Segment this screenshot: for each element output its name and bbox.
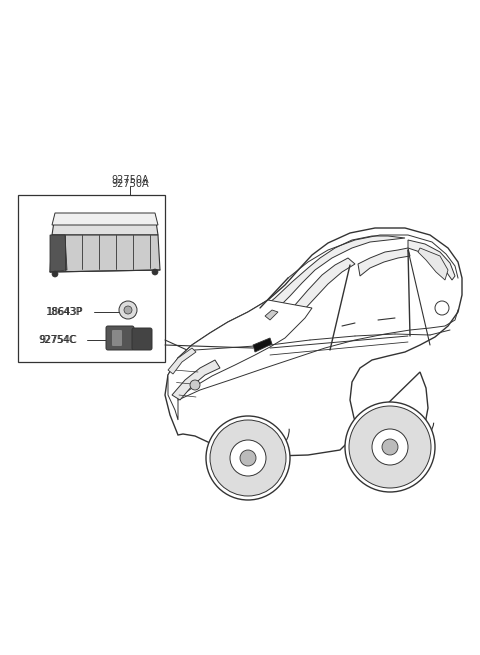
Text: 18643P: 18643P (47, 307, 84, 317)
Text: 18643P: 18643P (46, 307, 83, 317)
Circle shape (210, 420, 286, 496)
Text: 92754C: 92754C (38, 335, 76, 345)
Circle shape (345, 402, 435, 492)
Polygon shape (50, 235, 160, 272)
Circle shape (206, 416, 290, 500)
Polygon shape (165, 228, 462, 456)
Polygon shape (253, 338, 272, 352)
Polygon shape (50, 235, 67, 272)
Circle shape (230, 440, 266, 476)
Polygon shape (408, 240, 455, 280)
Circle shape (52, 271, 58, 277)
Polygon shape (418, 248, 448, 280)
Polygon shape (265, 310, 278, 320)
Polygon shape (358, 248, 410, 276)
Polygon shape (172, 360, 220, 400)
Text: 92750A: 92750A (111, 179, 149, 189)
Circle shape (124, 306, 132, 314)
Circle shape (190, 380, 200, 390)
FancyBboxPatch shape (106, 326, 134, 350)
Circle shape (152, 269, 158, 275)
FancyBboxPatch shape (112, 330, 122, 346)
Polygon shape (52, 215, 158, 235)
Circle shape (240, 450, 256, 466)
Circle shape (349, 406, 431, 488)
Polygon shape (168, 348, 196, 374)
Text: 92750A: 92750A (111, 175, 149, 185)
Polygon shape (258, 236, 405, 318)
Polygon shape (295, 258, 355, 312)
Text: 92754C: 92754C (39, 335, 77, 345)
Circle shape (119, 301, 137, 319)
FancyBboxPatch shape (132, 328, 152, 350)
Circle shape (372, 429, 408, 465)
Polygon shape (168, 300, 312, 420)
FancyBboxPatch shape (18, 195, 165, 362)
Polygon shape (52, 213, 158, 225)
Circle shape (382, 439, 398, 455)
